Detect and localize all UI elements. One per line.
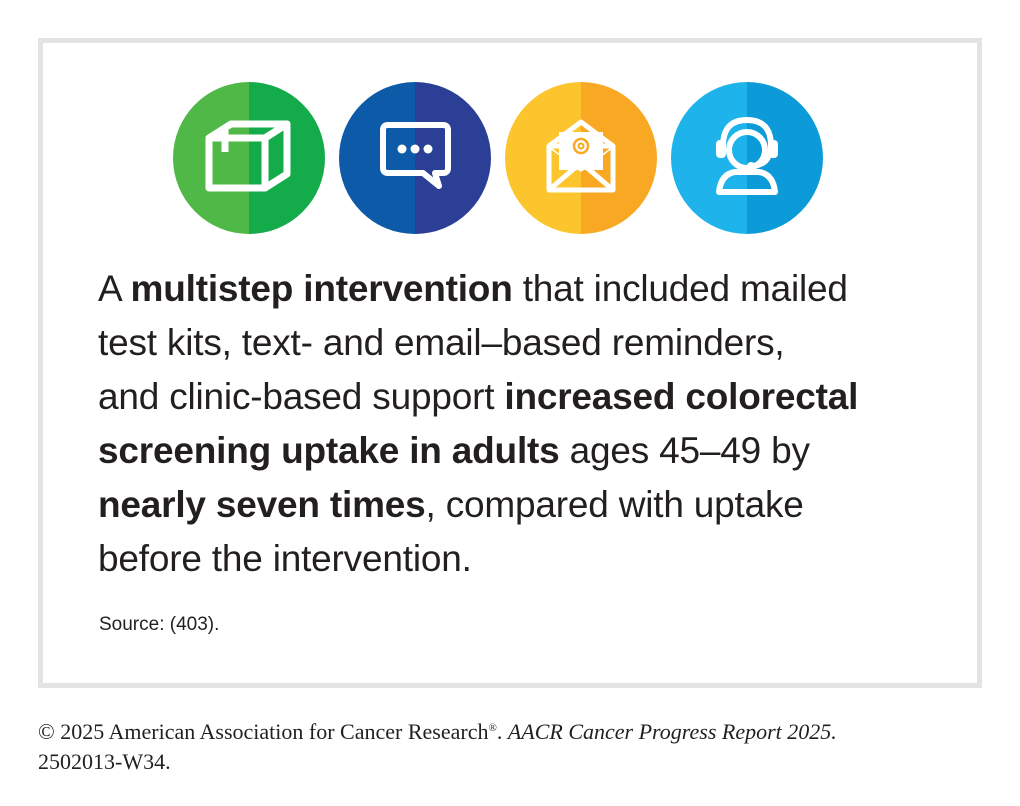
text-line: and clinic-based support increased color… [98, 370, 918, 424]
highlight-text: nearly seven times [98, 484, 426, 525]
text-segment: and clinic-based support [98, 376, 505, 417]
footer-separator: . [496, 719, 508, 744]
text-line: test kits, text- and email–based reminde… [98, 316, 918, 370]
text-segment: that included mailed [512, 268, 848, 309]
highlight-text: multistep intervention [130, 268, 513, 309]
text-segment: ages 45–49 by [559, 430, 810, 471]
highlight-text: increased colorectal [504, 376, 859, 417]
source-citation: Source: (403). [99, 614, 220, 635]
text-segment: before the intervention. [98, 538, 472, 579]
text-line: nearly seven times, compared with uptake [98, 478, 918, 532]
text-line: screening uptake in adults ages 45–49 by [98, 424, 918, 478]
package-icon [173, 82, 325, 234]
report-title: AACR Cancer Progress Report 2025. [507, 719, 837, 744]
support-headset-icon [671, 82, 823, 234]
highlight-text: screening uptake in adults [98, 430, 560, 471]
text-line: before the intervention. [98, 532, 918, 586]
icon-row [173, 82, 823, 234]
text-segment: A [98, 268, 131, 309]
copyright-text: © 2025 American Association for Cancer R… [38, 719, 489, 744]
text-segment: test kits, text- and email–based reminde… [98, 322, 785, 363]
report-code: 2502013-W34. [38, 749, 171, 774]
email-envelope-icon [505, 82, 657, 234]
text-segment: , compared with uptake [425, 484, 804, 525]
text-line: A multistep intervention that included m… [98, 262, 918, 316]
registered-mark: ® [488, 722, 497, 734]
copyright-footer: © 2025 American Association for Cancer R… [38, 713, 998, 777]
summary-text: A multistep intervention that included m… [98, 262, 918, 586]
chat-message-icon [339, 82, 491, 234]
